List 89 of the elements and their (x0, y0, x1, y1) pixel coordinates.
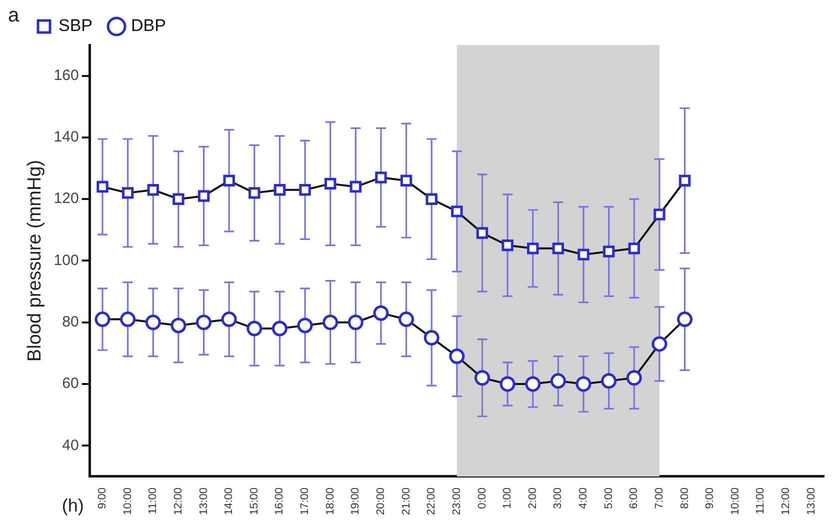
x-tick-label: 15:00 (248, 487, 260, 516)
point (654, 208, 666, 220)
x-tick-label: 4:00 (578, 487, 590, 509)
point (426, 193, 438, 205)
y-tick-label: 80 (62, 314, 79, 331)
point (502, 239, 514, 252)
point (246, 320, 262, 336)
point (552, 242, 564, 254)
point (500, 376, 516, 392)
x-tick-label: 12:00 (172, 487, 184, 516)
text: a (8, 4, 20, 27)
x-tick-label: 17:00 (299, 487, 312, 516)
x-tick-label: 13:00 (198, 487, 210, 516)
point (373, 305, 389, 321)
x-tick-label: 6:00 (628, 487, 640, 509)
x-tick-label: 21:00 (400, 487, 412, 516)
point (628, 242, 640, 254)
point (398, 312, 414, 328)
point (677, 312, 693, 328)
point (350, 180, 362, 193)
x-tick-label: 14:00 (223, 487, 236, 516)
x-tick-label: 7:00 (653, 487, 666, 509)
point (324, 178, 336, 190)
point (274, 184, 286, 196)
point (601, 373, 617, 389)
y-tick-label: 160 (54, 66, 79, 84)
point (602, 246, 615, 258)
x-tick-label: 9:00 (96, 487, 109, 509)
x-tick-label: 19:00 (350, 487, 362, 516)
y-axis-title: Blood pressure (mmHg) (24, 160, 46, 362)
y-tick-label: 120 (54, 190, 79, 208)
x-tick-label: 8:00 (678, 487, 691, 509)
point (525, 376, 541, 392)
x-tick-label: 20:00 (374, 487, 387, 516)
point (476, 227, 488, 239)
point (652, 336, 668, 352)
point (223, 174, 235, 186)
x-tick-label: 1:00 (502, 487, 514, 509)
x-tick-label: 18:00 (324, 487, 336, 516)
point (550, 373, 566, 389)
point (527, 242, 539, 254)
point (578, 248, 590, 260)
legend-label: SBP (58, 16, 93, 36)
point (221, 312, 237, 328)
x-tick-label: 5:00 (602, 487, 615, 509)
point (474, 370, 490, 386)
x-tick-label: 9:00 (704, 487, 716, 509)
x-tick-label: 3:00 (552, 487, 564, 509)
point (248, 187, 260, 199)
point (170, 318, 186, 334)
point (94, 312, 110, 328)
point (147, 184, 159, 196)
x-tick-label: 10:00 (729, 487, 742, 516)
y-tick-label: 60 (62, 375, 79, 392)
point (449, 348, 465, 364)
point (451, 206, 463, 218)
point (626, 370, 642, 386)
x-tick-label: 23:00 (450, 487, 463, 516)
point (122, 187, 134, 199)
point (120, 312, 136, 328)
point (576, 376, 592, 392)
x-tick-label: 11:00 (754, 487, 767, 514)
point (96, 180, 108, 193)
point (400, 174, 412, 186)
x-tick-label: 13:00 (805, 487, 818, 516)
point (348, 314, 364, 330)
point (424, 330, 440, 346)
point (196, 314, 212, 330)
point (299, 184, 311, 196)
point (272, 320, 288, 336)
x-tick-label: 2:00 (526, 487, 539, 509)
legend-label: DBP (131, 16, 166, 36)
point (172, 193, 184, 205)
x-tick-label: 11:00 (147, 487, 160, 514)
x-tick-label: 10:00 (122, 487, 134, 516)
x-tick-label: 0:00 (476, 487, 488, 509)
point (375, 172, 387, 184)
y-tick-label: 140 (54, 128, 79, 146)
point (678, 174, 691, 186)
x-axis-title: (h) (62, 495, 84, 516)
point (145, 314, 161, 330)
x-tick-label: 22:00 (426, 487, 438, 516)
point (297, 318, 313, 334)
y-tick-label: 100 (54, 252, 79, 269)
x-tick-label: 12:00 (780, 487, 792, 516)
point (198, 190, 210, 202)
x-tick-label: 16:00 (274, 487, 286, 516)
y-tick-label: 40 (62, 436, 79, 454)
point (322, 314, 338, 330)
